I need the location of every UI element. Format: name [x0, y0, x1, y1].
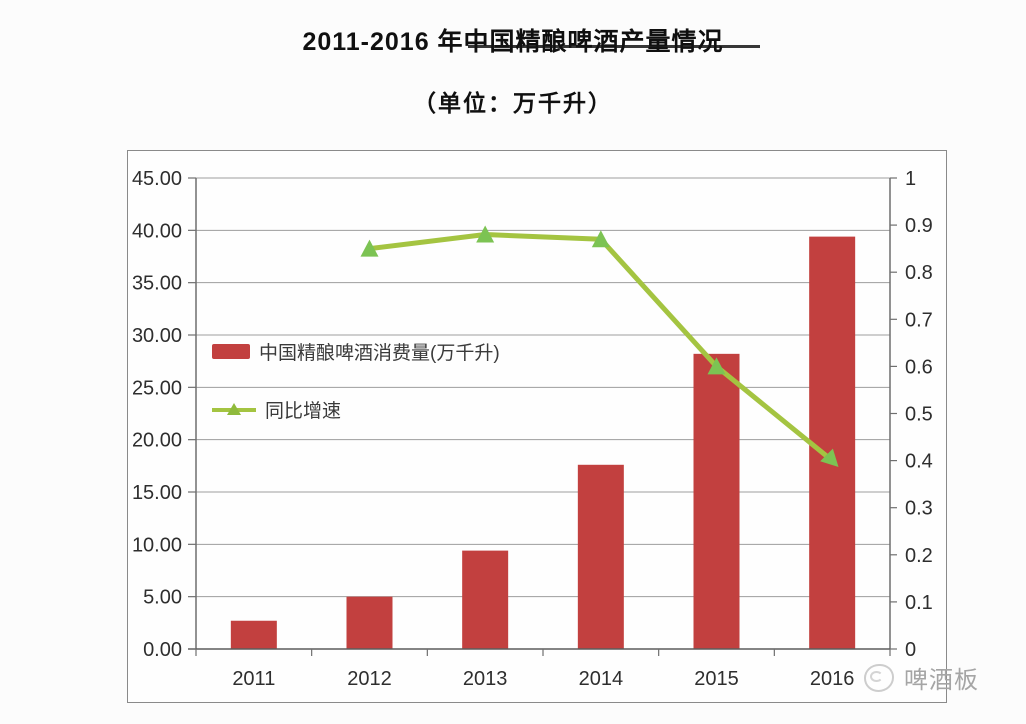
chart-title: 2011-2016 年中国精酿啤酒产量情况 [302, 28, 724, 56]
growth-marker [476, 225, 495, 243]
chart-plot-area: 0.00 5.00 10.00 15.00 20.00 25.00 30.00 35.00 40… [127, 150, 947, 703]
y-axis-left-label: 10.00 [132, 534, 182, 556]
bar-2014 [577, 464, 624, 649]
bar-series-swatch-icon [212, 343, 250, 359]
line-series-swatch-icon [212, 402, 256, 417]
legend-label-line-series: 同比增速 [265, 400, 342, 422]
bar-2016 [809, 236, 856, 649]
y-axis-right-label: 0.1 [905, 592, 933, 614]
y-axis-right-label: 1 [905, 168, 916, 190]
bar-2012 [346, 596, 393, 649]
x-axis-label: 2011 [232, 668, 275, 690]
y-axis-left-label: 30.00 [132, 325, 182, 347]
growth-marker [591, 230, 610, 248]
x-axis-label: 2013 [463, 668, 508, 690]
bar-2015 [693, 353, 740, 649]
y-axis-right-label: 0.3 [905, 498, 933, 520]
y-axis-left-label: 35.00 [132, 273, 182, 295]
bar-2013 [462, 550, 509, 649]
y-axis-right-label: 0.5 [905, 404, 933, 426]
x-axis-label: 2014 [579, 668, 624, 690]
y-axis-left-label: 0.00 [143, 639, 182, 661]
y-axis-right-label: 0.6 [905, 356, 933, 378]
growth-marker [820, 448, 839, 467]
chart-subtitle: （单位：万千升） [413, 90, 613, 116]
title-strike-artifact [468, 45, 760, 48]
y-axis-left-label: 20.00 [132, 430, 182, 452]
x-axis-label: 2012 [347, 668, 392, 690]
y-axis-left-label: 25.00 [132, 377, 182, 399]
watermark-text: 啤酒板 [904, 667, 979, 694]
x-axis-label: 2016 [810, 668, 855, 690]
legend-item-bar-series: 中国精酿啤酒消费量(万千升) [212, 339, 500, 364]
growth-marker [707, 357, 726, 375]
legend-item-line-series: 同比增速 [212, 397, 500, 422]
y-axis-right-label: 0.4 [905, 451, 933, 473]
y-axis-right-label: 0.9 [905, 215, 933, 237]
bar-2011 [230, 620, 277, 649]
y-axis-left-label: 5.00 [143, 587, 182, 609]
y-axis-left-label: 40.00 [132, 220, 182, 242]
x-axis-label: 2015 [694, 668, 739, 690]
y-axis-right-label: 0 [905, 639, 916, 661]
beer-logo-icon [864, 663, 894, 692]
watermark: 啤酒板 [864, 660, 979, 695]
chart-legend: 中国精酿啤酒消费量(万千升) 同比增速 [212, 339, 500, 422]
y-axis-right-label: 0.7 [905, 309, 933, 331]
y-axis-left-label: 15.00 [132, 482, 182, 504]
legend-label-bar-series: 中国精酿啤酒消费量(万千升) [259, 342, 500, 364]
growth-marker [360, 239, 379, 257]
chart-svg: 0.00 5.00 10.00 15.00 20.00 25.00 30.00 35.00 40… [132, 168, 933, 690]
y-axis-right-label: 0.8 [905, 262, 933, 284]
y-axis-right-label: 0.2 [905, 545, 933, 567]
y-axis-left-label: 45.00 [132, 168, 182, 190]
